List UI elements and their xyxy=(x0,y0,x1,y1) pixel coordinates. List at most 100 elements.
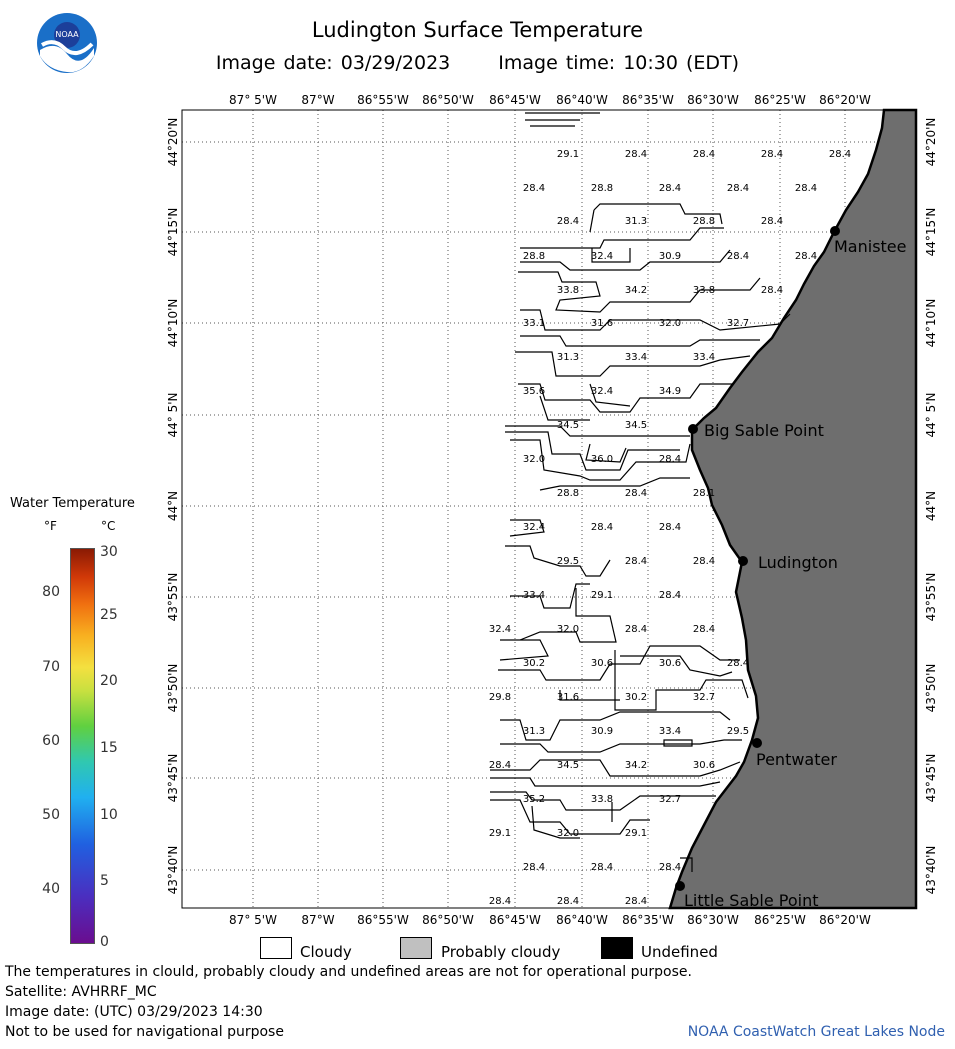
temperature-value: 28.4 xyxy=(659,183,681,194)
temperature-value: 33.4 xyxy=(659,726,681,737)
legend-title: Water Temperature xyxy=(10,496,135,511)
temperature-value: 28.4 xyxy=(693,624,715,635)
temperature-value: 32.0 xyxy=(557,828,579,839)
latitude-label: 44°10'N xyxy=(166,299,180,348)
latitude-label: 44°20'N xyxy=(924,118,938,167)
latitude-label: 44°N xyxy=(166,491,180,521)
temperature-value: 28.4 xyxy=(761,216,783,227)
celsius-tick: 5 xyxy=(100,873,109,889)
latitude-label: 44°N xyxy=(924,491,938,521)
temperature-value: 28.4 xyxy=(727,183,749,194)
temperature-value: 30.9 xyxy=(591,726,613,737)
temperature-value: 31.6 xyxy=(557,692,579,703)
temperature-value: 33.1 xyxy=(523,318,545,329)
longitude-label: 86°30'W xyxy=(687,913,739,927)
longitude-label: 87° 5'W xyxy=(229,93,277,107)
fahrenheit-tick: 80 xyxy=(42,584,60,600)
nav-warning-text: Not to be used for navigational purpose xyxy=(5,1024,284,1040)
temperature-value: 33.8 xyxy=(591,794,613,805)
celsius-tick: 15 xyxy=(100,740,118,756)
longitude-label: 86°35'W xyxy=(622,93,674,107)
temperature-value: 32.0 xyxy=(659,318,681,329)
credit-text: NOAA CoastWatch Great Lakes Node xyxy=(687,1024,945,1040)
temperature-value: 28.4 xyxy=(489,896,511,907)
temperature-value: 28.4 xyxy=(625,149,647,160)
temperature-value: 28.4 xyxy=(795,183,817,194)
noaa-logo: NOAA xyxy=(37,13,97,73)
longitude-label: 87° 5'W xyxy=(229,913,277,927)
latitude-label: 43°40'N xyxy=(924,846,938,895)
temperature-value: 29.5 xyxy=(557,556,579,567)
temperature-value: 34.2 xyxy=(625,285,647,296)
temperature-color-scale xyxy=(70,548,95,944)
longitude-label: 86°55'W xyxy=(357,913,409,927)
temperature-value: 30.2 xyxy=(625,692,647,703)
undefined-swatch xyxy=(601,937,633,959)
temperature-value: 32.4 xyxy=(591,251,613,262)
temperature-value: 30.9 xyxy=(659,251,681,262)
longitude-label: 86°45'W xyxy=(489,913,541,927)
latitude-label: 43°45'N xyxy=(924,754,938,803)
temperature-value: 32.4 xyxy=(523,522,545,533)
temperature-value: 34.2 xyxy=(625,760,647,771)
fahrenheit-tick: 70 xyxy=(42,659,60,675)
temperature-value: 32.4 xyxy=(591,386,613,397)
isotherm-contours xyxy=(490,112,791,872)
temperature-value: 28.4 xyxy=(659,862,681,873)
temperature-value: 34.5 xyxy=(557,420,579,431)
longitude-label: 87°W xyxy=(301,913,334,927)
temperature-value: 33.4 xyxy=(625,352,647,363)
celsius-tick: 25 xyxy=(100,607,118,623)
latitude-label: 43°50'N xyxy=(924,664,938,713)
temperature-value: 34.5 xyxy=(557,760,579,771)
temperature-value: 34.9 xyxy=(659,386,681,397)
temperature-value: 28.4 xyxy=(761,285,783,296)
place-big-sable-point: Big Sable Point xyxy=(704,421,824,440)
latitude-label: 43°40'N xyxy=(166,846,180,895)
temperature-value: 29.1 xyxy=(557,149,579,160)
temperature-value: 31.3 xyxy=(557,352,579,363)
manistee-marker xyxy=(830,226,840,236)
cloudy-label: Cloudy xyxy=(300,943,352,961)
image-date: Image date: 03/29/2023 xyxy=(215,52,451,74)
temperature-value: 28.4 xyxy=(523,183,545,194)
longitude-label: 86°55'W xyxy=(357,93,409,107)
latitude-label: 44°20'N xyxy=(166,118,180,167)
logo-text: NOAA xyxy=(55,30,79,39)
temperature-value: 28.4 xyxy=(523,862,545,873)
temperature-value: 33.4 xyxy=(693,352,715,363)
longitude-label: 86°20'W xyxy=(819,93,871,107)
latitude-label: 44° 5'N xyxy=(924,393,938,438)
temperature-value: 33.8 xyxy=(693,285,715,296)
temperature-value: 32.7 xyxy=(659,794,681,805)
temperature-value: 31.3 xyxy=(523,726,545,737)
longitude-label: 86°25'W xyxy=(754,93,806,107)
temperature-value: 28.8 xyxy=(591,183,613,194)
temperature-value: 28.4 xyxy=(829,149,851,160)
temperature-value: 29.8 xyxy=(489,692,511,703)
temperature-value: 29.5 xyxy=(727,726,749,737)
temperature-value: 34.5 xyxy=(625,420,647,431)
place-little-sable-point: Little Sable Point xyxy=(684,891,819,910)
latitude-label: 44°15'N xyxy=(924,208,938,257)
temperature-value: 35.6 xyxy=(523,386,545,397)
temperature-value: 28.4 xyxy=(727,658,749,669)
image-time: Image time: 10:30 (EDT) xyxy=(498,52,740,74)
temperature-value: 28.4 xyxy=(761,149,783,160)
temperature-value: 28.4 xyxy=(659,454,681,465)
temperature-value: 28.4 xyxy=(727,251,749,262)
temperature-readings: 29.1 28.4 28.4 28.4 28.4 28.4 28.8 28.4 28.4 28.4… xyxy=(489,149,851,907)
cloudy-swatch xyxy=(260,937,292,959)
map-frame xyxy=(181,109,917,909)
temperature-value: 33.4 xyxy=(523,590,545,601)
longitude-label: 86°40'W xyxy=(556,93,608,107)
temperature-value: 31.6 xyxy=(591,318,613,329)
image-datetime: Image date: 03/29/2023 Image time: 10:30… xyxy=(0,52,955,74)
temperature-value: 28.4 xyxy=(693,556,715,567)
temperature-value: 29.1 xyxy=(625,828,647,839)
temperature-value: 32.7 xyxy=(693,692,715,703)
satellite-text: Satellite: AVHRRF_MC xyxy=(5,984,157,1000)
pentwater-marker xyxy=(752,738,762,748)
big-sable-point-marker xyxy=(688,424,698,434)
temperature-value: 28.4 xyxy=(795,251,817,262)
